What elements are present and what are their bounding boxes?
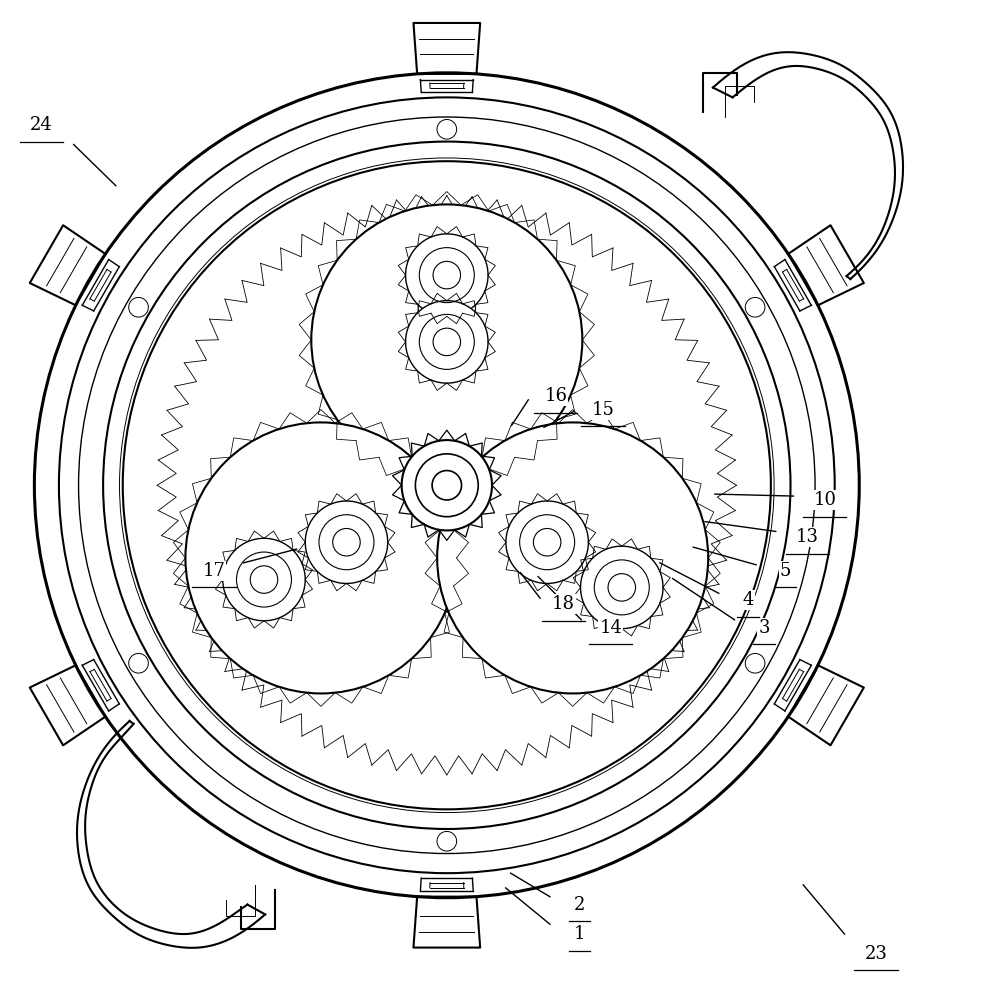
Text: 14: 14 [599,619,623,637]
Circle shape [432,471,462,500]
Circle shape [433,261,461,289]
Circle shape [186,422,457,693]
Text: 15: 15 [591,401,615,419]
Text: 17: 17 [202,562,226,580]
Text: 3: 3 [758,619,770,637]
Circle shape [608,574,635,601]
Circle shape [305,501,388,583]
Text: 1: 1 [573,925,585,943]
Circle shape [402,440,492,530]
Circle shape [223,538,305,621]
Text: 4: 4 [742,591,754,609]
Text: 18: 18 [552,595,575,613]
Text: 23: 23 [864,945,888,963]
Text: 5: 5 [780,562,791,580]
Circle shape [406,301,488,383]
Text: 13: 13 [795,528,819,546]
Circle shape [333,528,360,556]
Text: 10: 10 [813,491,837,509]
Circle shape [433,328,461,356]
Text: 16: 16 [544,387,568,405]
Circle shape [437,422,708,693]
Circle shape [533,528,561,556]
Circle shape [311,204,582,475]
Circle shape [250,566,278,593]
Circle shape [506,501,588,583]
Text: 24: 24 [29,116,53,134]
Circle shape [580,546,663,629]
Circle shape [406,234,488,316]
Text: 2: 2 [573,896,585,914]
